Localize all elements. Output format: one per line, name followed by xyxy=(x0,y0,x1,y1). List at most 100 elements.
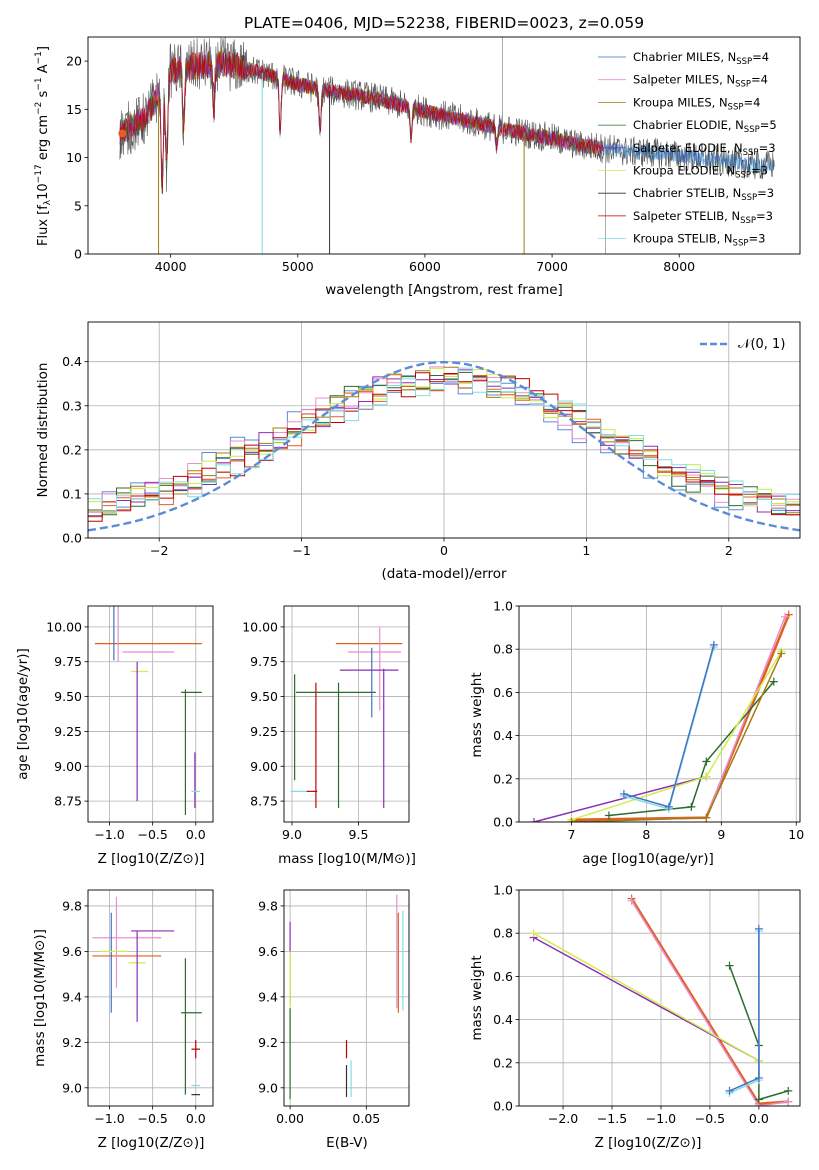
y-tick-label: 9.25 xyxy=(250,724,278,739)
residual-histogram xyxy=(88,372,800,522)
weight-line xyxy=(533,932,760,1062)
weight-marker xyxy=(529,818,538,822)
y-tick-label: 9.2 xyxy=(62,1035,82,1050)
weight-marker xyxy=(529,929,538,938)
y-tick-label: 9.4 xyxy=(258,989,278,1004)
age_vs_mass-marks xyxy=(290,626,403,809)
age-mass-xlabel: mass [log10(M/M⊙)] xyxy=(278,851,416,867)
weight-marker xyxy=(619,789,628,798)
legend-subscript: SSP xyxy=(743,148,759,158)
y-tick-label: 0.0 xyxy=(62,531,82,546)
age_vs_Z-axes: −1.0 −0.5 0.0 8.75 9.00 9.25 9.50 9.75 10.00 xyxy=(46,605,214,842)
y-tick-label: 10.00 xyxy=(46,619,82,634)
weight-line xyxy=(571,614,791,822)
x-tick-label: 8000 xyxy=(663,259,695,274)
spectrum-axes: 4000 5000 6000 7000 8000 0 5 10 15 20 Chabrier MIL… xyxy=(34,36,801,274)
y-tick-label: 8.75 xyxy=(250,794,278,809)
mass_vs_Z-axes: −1.0 −0.5 0.0 9.0 9.2 9.4 9.6 9.8 xyxy=(62,889,214,1126)
y-tick-label: 0.6 xyxy=(493,969,513,984)
residuals-marks xyxy=(88,360,800,532)
weight-marker xyxy=(725,1086,734,1095)
y-tick-label: 0.4 xyxy=(62,354,82,369)
y-tick-label: 10 xyxy=(66,150,82,165)
legend-count: =3 xyxy=(751,164,768,178)
age-z-ylabel: age [log10(age/yr)] xyxy=(15,648,31,780)
mass-ebv-xlabel: E(B-V) xyxy=(326,1135,368,1151)
x-tick-label: −2.0 xyxy=(548,1111,578,1126)
legend-count: =3 xyxy=(756,209,773,223)
legend-count: =5 xyxy=(760,118,777,132)
y-tick-label: 1.0 xyxy=(493,883,513,898)
weight-marker xyxy=(777,649,786,658)
mass-z-xlabel: Z [log10(Z/Z⊙)] xyxy=(98,1135,205,1151)
spectrum-title: PLATE=0406, MJD=52238, FIBERID=0023, z=0… xyxy=(244,14,644,32)
weight-marker xyxy=(702,772,711,781)
legend-subscript: SSP xyxy=(728,102,744,112)
spectrum-frame xyxy=(87,36,801,255)
legend-label: Kroupa ELODIE, NSSP=3 xyxy=(633,164,768,181)
weight-marker xyxy=(781,612,790,621)
mass_vs_ebv-axes: 0.00 0.05 9.0 9.2 9.4 9.6 9.8 xyxy=(258,889,410,1126)
y-tick-label: 5 xyxy=(74,198,82,213)
y-tick-label: 9.6 xyxy=(62,944,82,959)
ylabel-part: 10 xyxy=(36,183,51,200)
weight-line xyxy=(533,775,707,822)
wage-xlabel: age [log10(age/yr)] xyxy=(582,851,714,867)
mass_vs_Z-frame xyxy=(87,889,214,1107)
y-tick-label: 1.0 xyxy=(493,599,513,614)
y-tick-label: 9.00 xyxy=(250,759,278,774)
y-tick-label: 0.8 xyxy=(493,642,513,657)
y-tick-label: 9.8 xyxy=(62,898,82,913)
spectrum-start-marker xyxy=(118,129,127,138)
weight-marker xyxy=(627,896,636,905)
legend-subscript: SSP xyxy=(744,125,760,135)
x-tick-label: 7 xyxy=(567,827,575,842)
weight-marker xyxy=(567,818,576,822)
x-tick-label: 0.0 xyxy=(749,1111,769,1126)
ylabel-sub: λ xyxy=(43,199,53,205)
legend-count: =4 xyxy=(751,73,768,87)
x-tick-label: −1.0 xyxy=(94,827,124,842)
y-tick-label: 9.2 xyxy=(258,1035,278,1050)
x-tick-label: 0.00 xyxy=(276,1111,304,1126)
weight-line xyxy=(630,900,789,1106)
y-tick-label: 0 xyxy=(74,247,82,262)
y-tick-label: 0.1 xyxy=(62,486,82,501)
mass-z-ylabel: mass [log10(M/M⊙)] xyxy=(32,929,48,1067)
legend-label: Chabrier MILES, NSSP=4 xyxy=(633,50,769,67)
weight_vs_Z-axes: −2.0 −1.5 −1.0 −0.5 0.0 0.0 0.2 0.4 0.6 0.8 1.0 xyxy=(493,883,801,1126)
y-tick-label: 0.3 xyxy=(62,398,82,413)
weight-marker xyxy=(784,610,793,619)
legend-label: Salpeter STELIB, NSSP=3 xyxy=(633,209,773,226)
y-tick-label: 9.25 xyxy=(54,724,82,739)
age_vs_mass-axes: 9.0 9.5 8.75 9.00 9.25 9.50 9.75 10.00 xyxy=(242,605,410,842)
y-tick-label: 9.75 xyxy=(54,654,82,669)
residuals-ylabel: Normed distribution xyxy=(35,363,51,498)
legend-label: Salpeter ELODIE, NSSP=3 xyxy=(633,141,776,158)
mass_vs_Z-marks xyxy=(92,896,202,1096)
ylabel-part: A xyxy=(36,64,51,77)
x-tick-label: 1 xyxy=(582,543,590,558)
ylabel-part: s xyxy=(36,90,51,101)
weight-marker xyxy=(604,811,613,820)
legend-count: =4 xyxy=(743,95,760,109)
weight-line xyxy=(571,653,782,822)
weight-marker xyxy=(664,802,673,811)
residuals-frame xyxy=(87,321,801,539)
y-tick-label: 8.75 xyxy=(54,794,82,809)
x-tick-label: −0.5 xyxy=(695,1111,725,1126)
legend-label: Kroupa MILES, NSSP=4 xyxy=(633,95,760,112)
ylabel-sup: −17 xyxy=(34,164,44,183)
spectrum-line xyxy=(119,50,604,194)
x-tick-label: 4000 xyxy=(155,259,187,274)
y-tick-label: 0.2 xyxy=(493,1055,513,1070)
wz-ylabel: mass weight xyxy=(469,955,485,1040)
y-tick-label: 9.8 xyxy=(258,898,278,913)
legend-subscript: SSP xyxy=(736,57,752,67)
ylabel-part: erg cm xyxy=(36,115,51,164)
y-tick-label: 9.50 xyxy=(54,689,82,704)
legend-count: =3 xyxy=(757,186,774,200)
y-tick-label: 15 xyxy=(66,102,82,117)
age_vs_Z-frame xyxy=(87,605,214,823)
